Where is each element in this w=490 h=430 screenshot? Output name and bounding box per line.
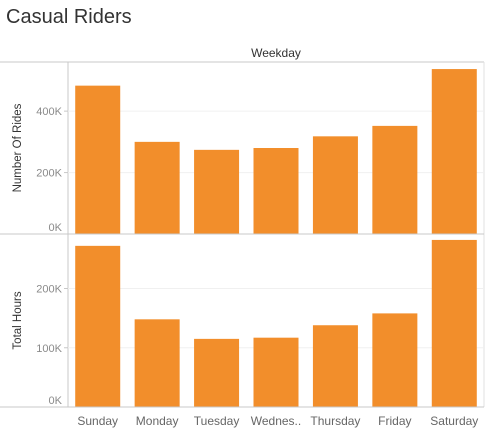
y-tick-label: 0K <box>49 395 63 407</box>
bar <box>431 69 477 234</box>
bar <box>312 325 358 407</box>
y-tick-label: 400K <box>36 106 62 118</box>
y-tick-label: 200K <box>36 284 62 296</box>
y-axis-label: Total Hours <box>12 291 24 349</box>
bar <box>75 245 121 407</box>
bar <box>253 337 299 407</box>
x-tick-label: Wednes.. <box>251 414 301 428</box>
column-header: Weekday <box>251 46 301 60</box>
bar <box>134 319 180 407</box>
bar <box>372 125 418 234</box>
x-tick-label: Friday <box>378 414 411 428</box>
x-tick-label: Sunday <box>77 414 118 428</box>
bar <box>75 85 121 235</box>
y-tick-label: 200K <box>36 168 62 180</box>
y-tick-label: 100K <box>36 343 62 355</box>
x-tick-label: Saturday <box>430 414 478 428</box>
x-tick-label: Thursday <box>310 414 360 428</box>
bar <box>194 149 240 234</box>
chart-title: Casual Riders <box>6 6 132 28</box>
y-tick-label: 0K <box>49 222 63 234</box>
bar <box>194 338 240 407</box>
y-axis-label: Number Of Rides <box>12 103 24 192</box>
bar <box>372 313 418 407</box>
bar <box>253 148 299 234</box>
bar <box>312 136 358 234</box>
x-tick-label: Monday <box>136 414 179 428</box>
bar <box>134 141 180 234</box>
bar <box>431 239 477 407</box>
x-tick-label: Tuesday <box>194 414 240 428</box>
